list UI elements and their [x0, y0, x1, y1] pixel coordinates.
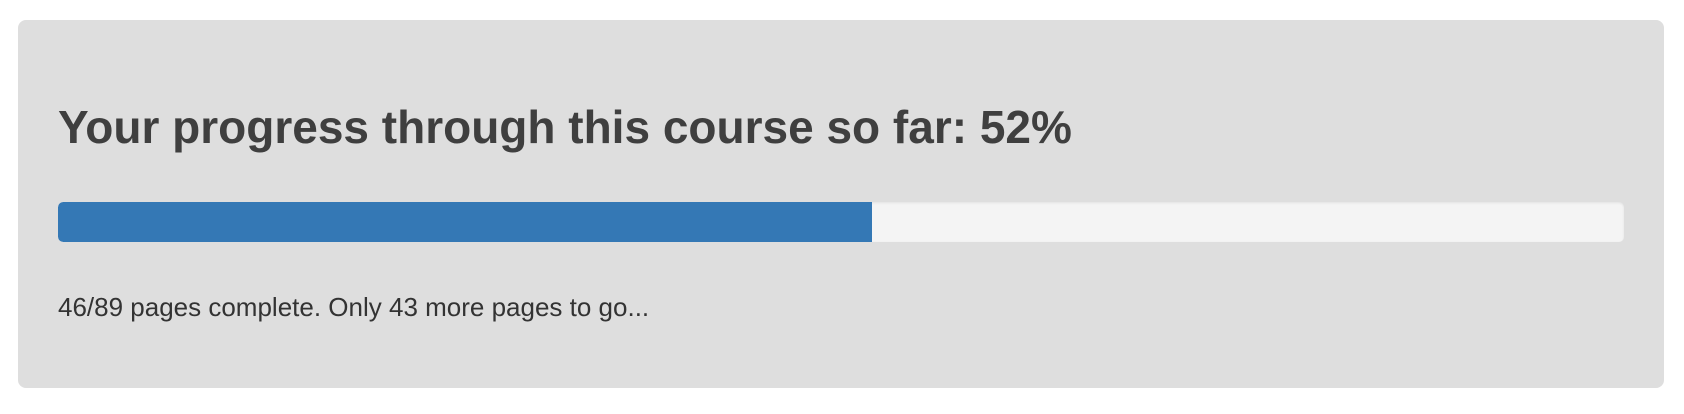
progress-heading: Your progress through this course so far… — [58, 101, 1072, 153]
pages-complete-summary: 46/89 pages complete. Only 43 more pages… — [58, 292, 650, 322]
progress-panel: Your progress through this course so far… — [18, 20, 1664, 388]
progress-bar — [58, 202, 1624, 242]
progress-bar-fill — [58, 202, 873, 242]
